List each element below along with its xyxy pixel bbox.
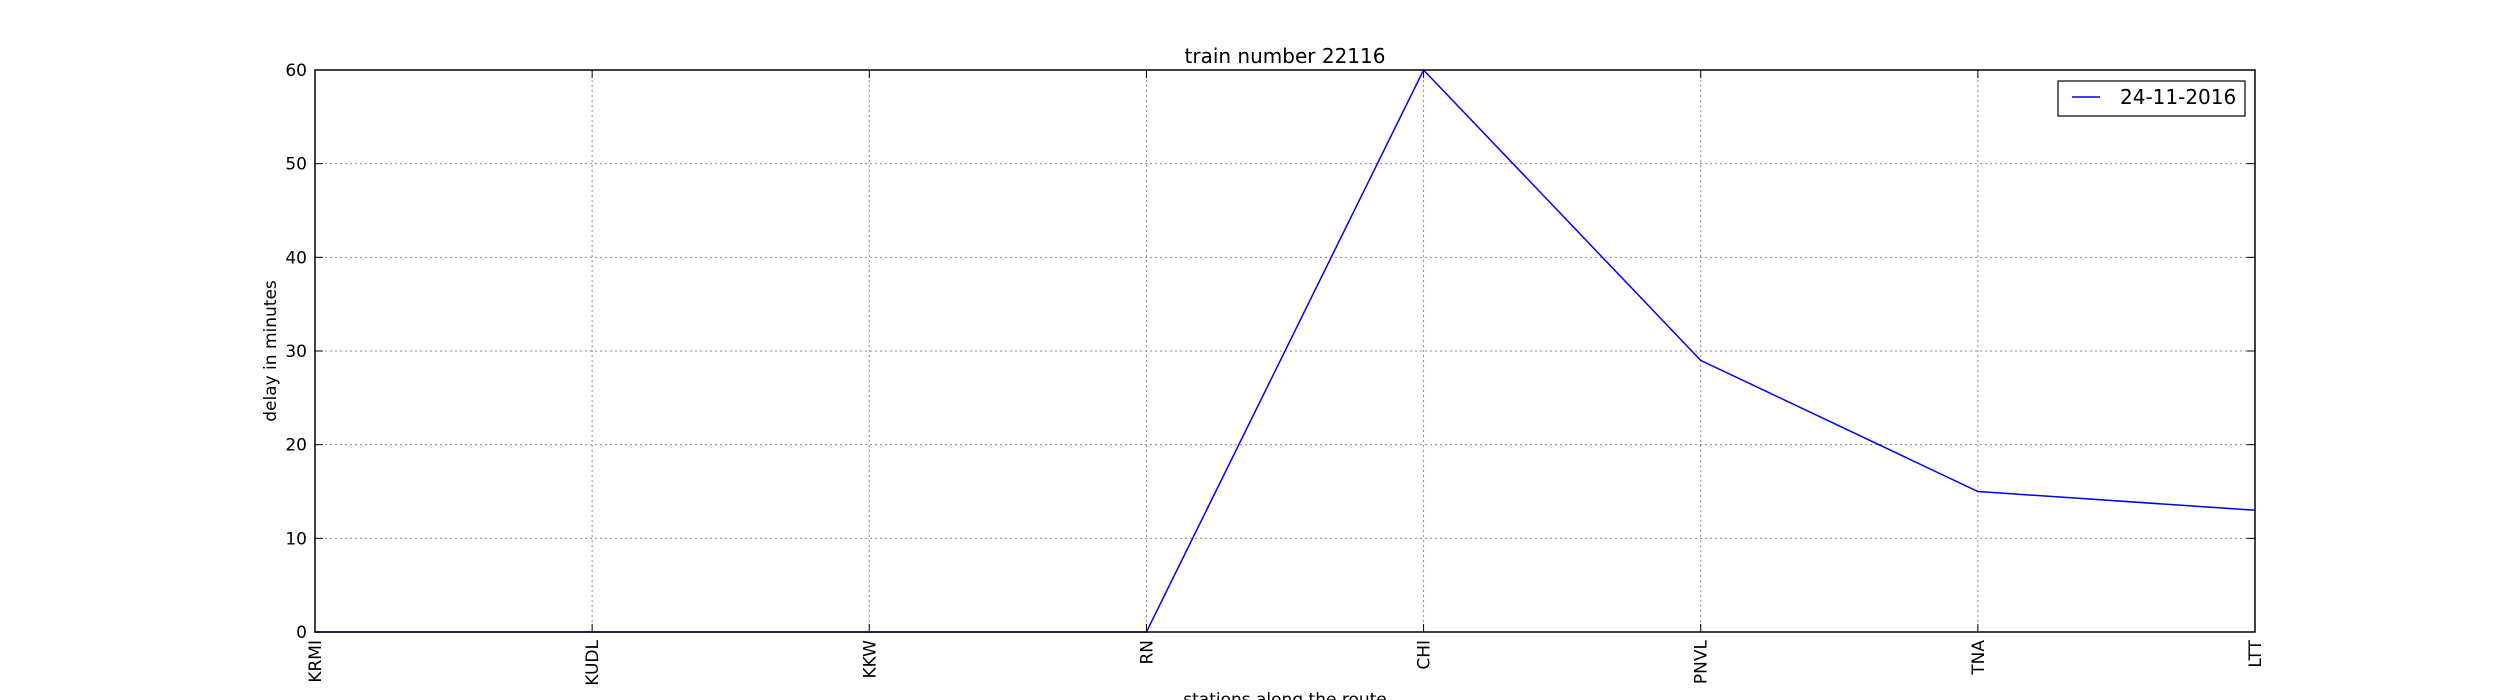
- legend-box: [2057, 80, 2246, 117]
- x-tick-label: LTT: [2246, 639, 2266, 667]
- x-tick-label: KKW: [860, 640, 880, 679]
- x-tick-label: RN: [1137, 640, 1157, 665]
- y-tick-label: 40: [285, 248, 307, 268]
- x-tick-label: TNA: [1969, 640, 1989, 676]
- y-tick-label: 0: [296, 623, 307, 643]
- legend: 24-11-2016: [2057, 80, 2246, 117]
- x-tick-label: PNVL: [1692, 639, 1712, 684]
- y-tick-label: 20: [285, 436, 307, 456]
- legend-entry-label: 24-11-2016: [2120, 85, 2236, 109]
- x-tick-label: KUDL: [583, 639, 603, 685]
- y-tick-label: 50: [285, 155, 307, 175]
- data-point: [1699, 359, 1702, 362]
- x-axis-label: stations along the route: [1183, 690, 1387, 700]
- x-tick-labels: KRMI KUDL KKW RN CHI PNVL TNA LTT: [306, 639, 2266, 685]
- y-tick-label: 10: [285, 529, 307, 549]
- y-axis-label: delay in minutes: [261, 280, 281, 422]
- y-tick-label: 60: [285, 61, 307, 81]
- y-tick-labels: 0 10 20 30 40 50 60: [285, 61, 307, 643]
- x-tick-label: KRMI: [306, 640, 326, 683]
- x-tick-label: CHI: [1415, 640, 1435, 670]
- ticks: [314, 69, 2256, 633]
- y-tick-label: 30: [285, 342, 307, 362]
- data-point: [1977, 490, 1979, 493]
- chart-title: train number 22116: [1185, 44, 1386, 68]
